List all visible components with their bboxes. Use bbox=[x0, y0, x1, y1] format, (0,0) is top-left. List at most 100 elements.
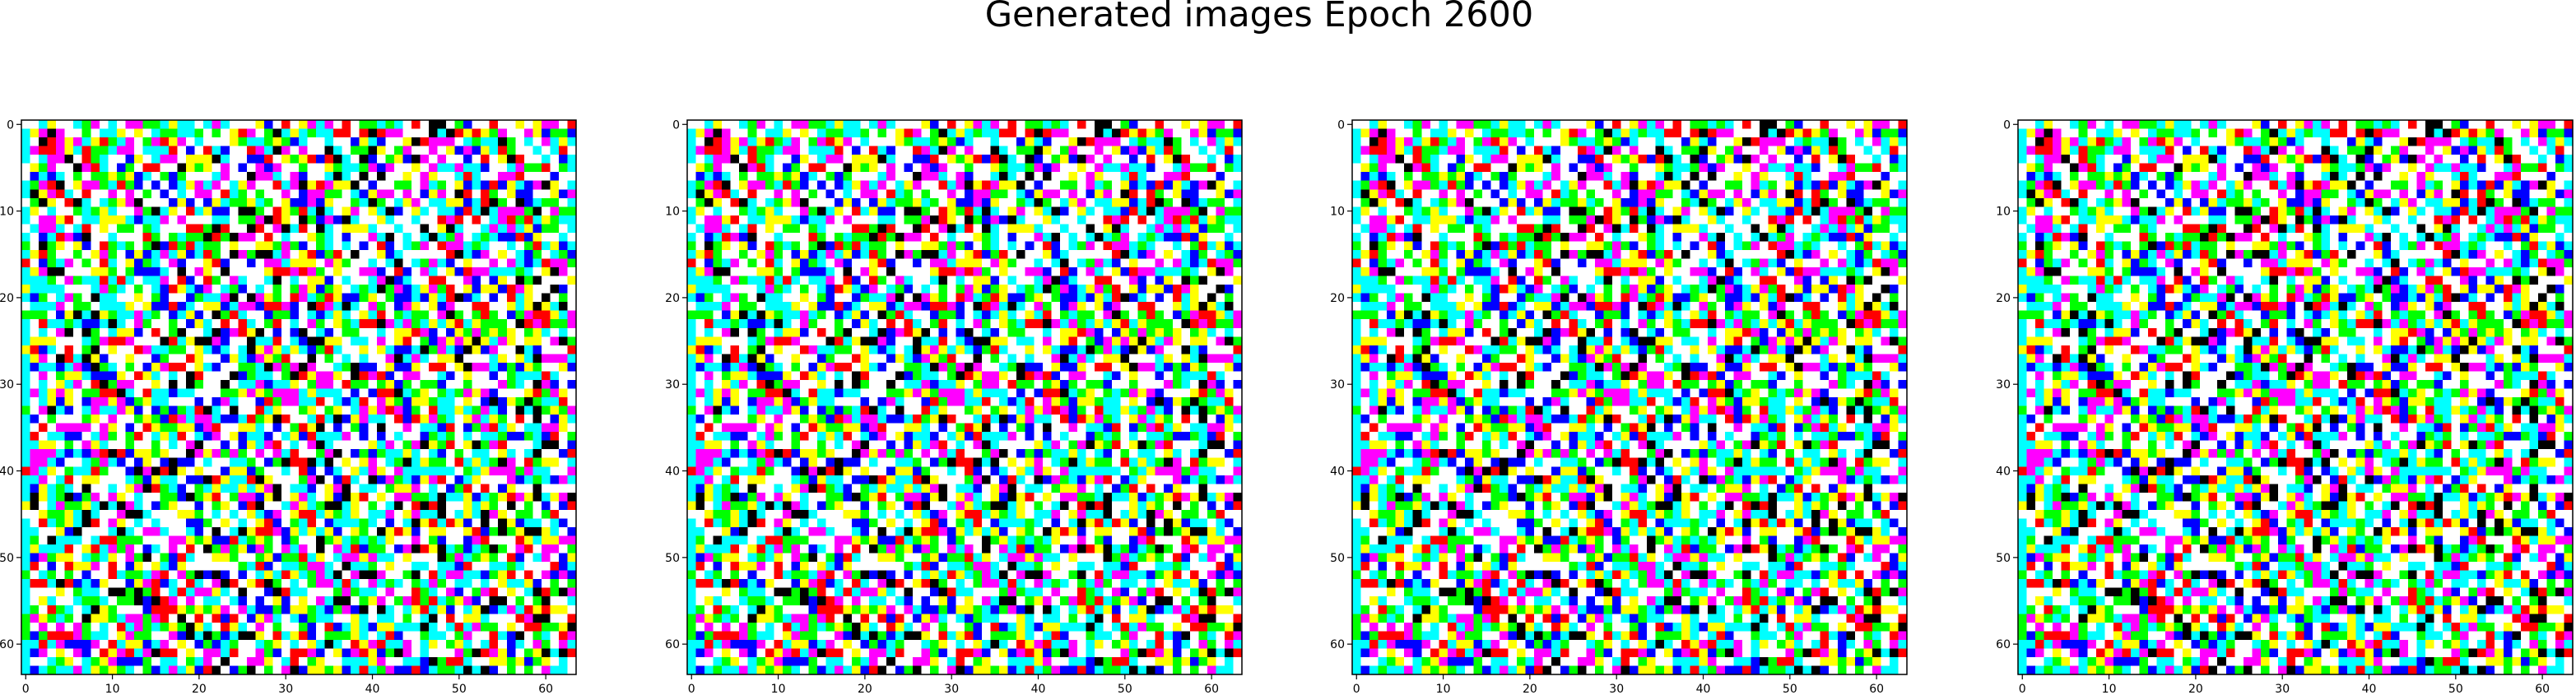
pixel bbox=[281, 146, 291, 155]
pixel bbox=[21, 276, 30, 285]
pixel bbox=[194, 622, 204, 632]
pixel bbox=[1034, 120, 1043, 129]
pixel bbox=[506, 276, 516, 285]
pixel bbox=[368, 656, 377, 666]
pixel bbox=[108, 206, 117, 215]
pixel bbox=[558, 449, 568, 458]
pixel bbox=[99, 639, 109, 649]
pixel bbox=[229, 622, 239, 632]
pixel bbox=[730, 189, 740, 198]
pixel bbox=[472, 267, 481, 276]
pixel bbox=[238, 163, 247, 173]
pixel bbox=[177, 614, 187, 623]
pixel bbox=[56, 249, 65, 259]
pixel bbox=[21, 415, 30, 424]
pixel bbox=[567, 440, 577, 450]
pixel bbox=[437, 415, 447, 424]
pixel bbox=[877, 163, 887, 173]
pixel bbox=[722, 232, 731, 242]
pixel bbox=[151, 526, 160, 536]
pixel bbox=[333, 241, 342, 251]
pixel bbox=[498, 440, 507, 450]
pixel bbox=[151, 665, 160, 675]
pixel bbox=[359, 440, 369, 450]
pixel bbox=[47, 562, 57, 571]
pixel bbox=[39, 224, 48, 233]
pixel bbox=[133, 371, 143, 380]
pixel bbox=[489, 544, 499, 554]
pixel bbox=[324, 553, 334, 563]
pixel bbox=[342, 432, 351, 441]
pixel bbox=[550, 665, 559, 675]
pixel bbox=[765, 137, 774, 146]
pixel bbox=[99, 440, 109, 450]
pixel bbox=[446, 553, 455, 563]
pixel bbox=[333, 319, 342, 328]
pixel bbox=[324, 293, 334, 303]
pixel bbox=[246, 197, 256, 207]
pixel bbox=[825, 224, 835, 233]
pixel bbox=[47, 553, 57, 563]
pixel bbox=[81, 466, 91, 475]
pixel bbox=[808, 155, 818, 164]
pixel bbox=[299, 415, 308, 424]
pixel bbox=[64, 432, 74, 441]
pixel bbox=[1189, 224, 1199, 233]
pixel bbox=[342, 327, 351, 337]
pixel bbox=[263, 327, 273, 337]
pixel bbox=[30, 249, 40, 259]
pixel bbox=[91, 206, 100, 215]
pixel bbox=[713, 224, 723, 233]
pixel bbox=[177, 631, 187, 640]
pixel bbox=[463, 553, 472, 563]
pixel bbox=[47, 345, 57, 354]
pixel bbox=[133, 475, 143, 484]
pixel bbox=[125, 172, 134, 181]
pixel bbox=[255, 553, 264, 563]
pixel bbox=[169, 146, 178, 155]
pixel bbox=[550, 631, 559, 640]
pixel bbox=[782, 128, 792, 138]
pixel bbox=[713, 120, 723, 129]
pixel bbox=[869, 155, 878, 164]
pixel bbox=[1068, 224, 1077, 233]
pixel bbox=[299, 146, 308, 155]
pixel bbox=[825, 172, 835, 181]
pixel bbox=[420, 579, 430, 588]
pixel bbox=[177, 128, 187, 138]
pixel bbox=[402, 302, 412, 311]
pixel bbox=[1189, 155, 1199, 164]
pixel bbox=[437, 388, 447, 398]
pixel bbox=[142, 319, 152, 328]
pixel bbox=[498, 388, 507, 398]
pixel bbox=[472, 518, 481, 528]
pixel bbox=[342, 614, 351, 623]
pixel bbox=[299, 137, 308, 146]
pixel bbox=[877, 197, 887, 207]
pixel bbox=[498, 570, 507, 580]
pixel bbox=[437, 146, 447, 155]
pixel bbox=[263, 553, 273, 563]
pixel bbox=[454, 475, 464, 484]
pixel bbox=[142, 466, 152, 475]
pixel bbox=[324, 518, 334, 528]
pixel bbox=[47, 172, 57, 181]
pixel bbox=[56, 423, 65, 433]
pixel bbox=[541, 526, 551, 536]
pixel bbox=[39, 457, 48, 467]
pixel bbox=[238, 120, 247, 129]
pixel bbox=[73, 362, 82, 372]
pixel bbox=[541, 553, 551, 563]
pixel bbox=[342, 562, 351, 571]
pixel bbox=[73, 656, 82, 666]
pixel bbox=[160, 605, 170, 614]
pixel bbox=[186, 354, 195, 363]
pixel bbox=[108, 639, 117, 649]
pixel bbox=[1094, 197, 1104, 207]
pixel bbox=[1034, 180, 1043, 190]
pixel bbox=[160, 579, 170, 588]
pixel bbox=[221, 319, 230, 328]
pixel bbox=[281, 267, 291, 276]
pixel bbox=[550, 570, 559, 580]
pixel bbox=[411, 432, 421, 441]
